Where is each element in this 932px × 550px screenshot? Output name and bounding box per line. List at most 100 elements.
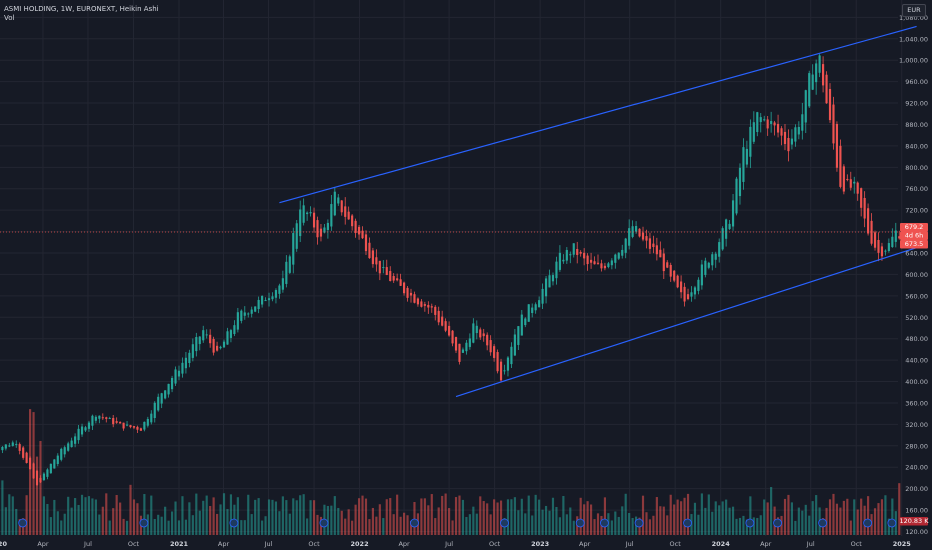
- volume-bar: [177, 520, 181, 535]
- candle-body: [797, 126, 800, 135]
- candle-body: [361, 230, 364, 239]
- volume-bar: [614, 511, 617, 535]
- event-marker-icon[interactable]: [500, 518, 509, 528]
- x-tick-label: Jul: [806, 540, 815, 548]
- volume-bar: [527, 495, 530, 535]
- volume-bar: [56, 511, 59, 535]
- event-marker-icon[interactable]: [818, 518, 827, 528]
- candle-body: [465, 342, 468, 352]
- candle-body: [441, 316, 444, 326]
- y-tick-label: 880.00: [905, 121, 928, 129]
- volume-bar: [510, 499, 513, 535]
- candle-body: [136, 426, 139, 430]
- candle-body: [188, 352, 191, 364]
- event-marker-icon[interactable]: [683, 518, 692, 528]
- volume-bar: [898, 483, 901, 535]
- event-marker-icon[interactable]: [575, 518, 585, 528]
- volume-bar: [842, 500, 845, 535]
- volume-bar: [735, 518, 738, 535]
- event-marker-icon[interactable]: [319, 518, 329, 528]
- event-marker-icon[interactable]: [634, 518, 644, 528]
- candle-body: [347, 211, 350, 220]
- candle-body: [406, 287, 409, 298]
- event-marker-icon[interactable]: [18, 518, 28, 528]
- volume-bar: [42, 496, 46, 535]
- candle-body: [184, 357, 188, 369]
- volume-bar: [119, 502, 122, 535]
- event-marker-icon[interactable]: [887, 518, 897, 528]
- volume-bar: [198, 510, 201, 535]
- volume-bar: [361, 495, 364, 535]
- y-tick-label: 640.00: [905, 250, 928, 258]
- candle-body: [274, 290, 278, 298]
- volume-bar: [74, 498, 77, 535]
- candle-body: [281, 278, 284, 290]
- candle-body: [652, 243, 655, 248]
- volume-value-tag: 120.83 K: [899, 517, 929, 525]
- event-marker-icon[interactable]: [745, 518, 755, 528]
- candle-body: [382, 267, 385, 269]
- volume-bar: [551, 497, 555, 535]
- candle-body: [655, 245, 658, 255]
- candle-body: [742, 147, 745, 182]
- volume-bar: [593, 519, 596, 535]
- volume-bar: [11, 496, 14, 535]
- volume-bar: [655, 497, 658, 535]
- candle-body: [29, 457, 32, 470]
- annotations[interactable]: [0, 25, 917, 398]
- event-marker-icon[interactable]: [600, 518, 609, 528]
- volume-bar: [586, 501, 589, 535]
- trend-line[interactable]: [455, 247, 917, 398]
- candle-body: [60, 448, 63, 460]
- candle-body: [302, 205, 305, 223]
- volume-bar: [849, 520, 852, 535]
- volume-bar: [285, 500, 288, 535]
- y-tick-label: 320.00: [905, 421, 928, 429]
- candle-body: [454, 337, 458, 351]
- volume-bar: [254, 499, 257, 535]
- volume-bar: [794, 520, 797, 535]
- symbol-title[interactable]: ASMI HOLDING, 1W, EURONEXT, Heikin Ashi: [4, 5, 159, 13]
- candle-body: [278, 285, 281, 294]
- volume-bar: [382, 518, 385, 535]
- volume-bar: [718, 505, 721, 535]
- event-marker-icon[interactable]: [773, 518, 782, 528]
- volume-bar: [877, 503, 880, 535]
- volume-bar: [770, 487, 773, 535]
- event-marker-icon[interactable]: [863, 518, 873, 528]
- volume-bar: [621, 506, 624, 535]
- volume-bar: [725, 499, 728, 535]
- candle-body: [648, 238, 652, 249]
- candle-body: [254, 306, 257, 312]
- volume-bar: [555, 506, 558, 535]
- volume-bar: [157, 514, 160, 535]
- candle-body: [728, 223, 731, 230]
- candle-body: [489, 340, 492, 353]
- candle-body: [195, 337, 198, 352]
- candle-body: [112, 418, 115, 425]
- event-marker-icon[interactable]: [139, 518, 149, 528]
- y-tick-label: 720.00: [905, 207, 928, 215]
- volume-bar: [181, 496, 184, 535]
- y-tick-label: 160.00: [905, 507, 928, 515]
- volume-bar: [174, 501, 177, 535]
- event-marker-icon[interactable]: [229, 518, 239, 528]
- y-tick-label: 240.00: [905, 464, 928, 472]
- candle-body: [174, 369, 177, 384]
- candle-body: [306, 212, 309, 215]
- volume-bar: [493, 499, 496, 535]
- volume-indicator-label[interactable]: Vol: [4, 14, 15, 22]
- candle-body: [87, 422, 91, 429]
- currency-button[interactable]: EUR: [902, 4, 926, 17]
- volume-bar: [129, 484, 132, 535]
- candle-body: [790, 138, 793, 145]
- candle-body: [621, 249, 624, 256]
- volume-bar: [697, 514, 700, 535]
- candle-body: [486, 334, 489, 346]
- event-marker-icon[interactable]: [410, 518, 419, 528]
- volume-bar: [274, 501, 278, 535]
- candle-body: [721, 228, 724, 250]
- candle-body: [288, 256, 291, 273]
- trend-line[interactable]: [279, 25, 917, 204]
